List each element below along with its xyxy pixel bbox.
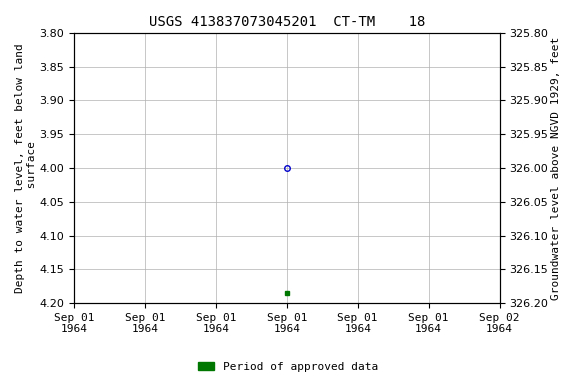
Y-axis label: Groundwater level above NGVD 1929, feet: Groundwater level above NGVD 1929, feet <box>551 36 561 300</box>
Y-axis label: Depth to water level, feet below land
 surface: Depth to water level, feet below land su… <box>15 43 37 293</box>
Title: USGS 413837073045201  CT-TM    18: USGS 413837073045201 CT-TM 18 <box>149 15 425 29</box>
Legend: Period of approved data: Period of approved data <box>193 358 383 377</box>
